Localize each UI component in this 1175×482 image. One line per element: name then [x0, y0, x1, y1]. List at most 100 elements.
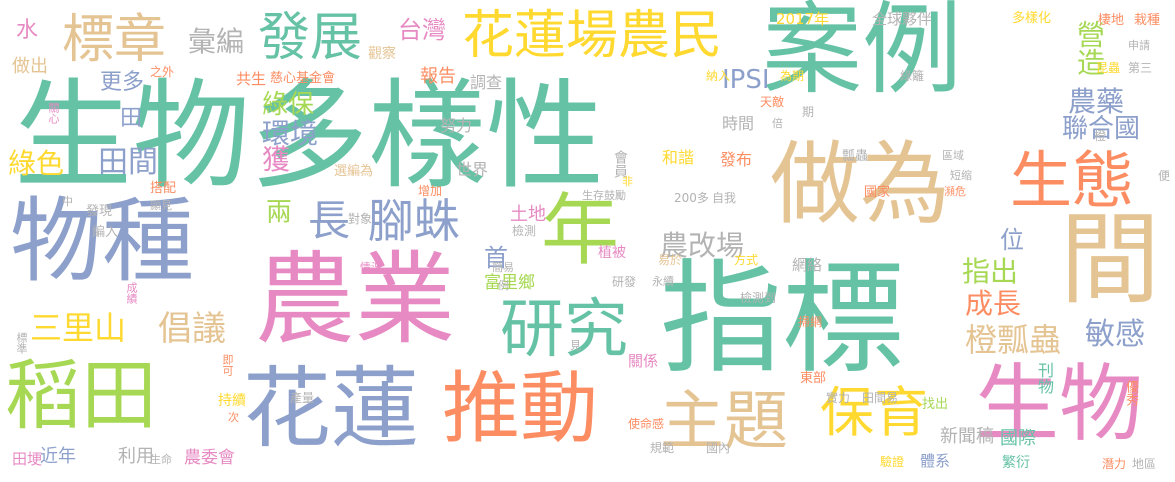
word-times: 倍 [772, 117, 783, 130]
word-200: 200多 [674, 191, 709, 205]
word-year: 年 [541, 186, 620, 276]
word-survival: 生存鼓勵 [582, 189, 626, 202]
word-standard: 標準 [15, 332, 28, 354]
word-rice-field: 田 [120, 106, 143, 131]
word-pesticide: 農藥 [1068, 85, 1125, 118]
word-time: 時間 [722, 114, 755, 133]
word-besides: 之外 [150, 65, 175, 79]
word-increase: 增加 [418, 184, 443, 198]
word-method: 方式 [734, 253, 759, 267]
word-relationship: 關係 [628, 352, 659, 370]
word-sustain: 永續 [652, 275, 674, 288]
word-fuli: 富里鄉 [484, 273, 535, 293]
word-member: 會員 [612, 150, 628, 178]
word-sweep-net: 掃網 [798, 315, 823, 329]
word-create: 營造 [1073, 20, 1106, 76]
word-report: 報告 [420, 66, 456, 87]
word-phase: 期 [802, 105, 815, 119]
word-find-out: 找出 [922, 397, 949, 412]
word-apply: 申請 [1128, 39, 1150, 52]
word-region: 區域 [942, 149, 964, 162]
word-include: 納入 [706, 69, 731, 83]
word-norms: 規範 [650, 441, 675, 455]
word-can: 即可 [221, 354, 234, 376]
word-coa: 農委會 [184, 448, 235, 468]
word-promote: 推動 [442, 364, 599, 454]
word-first: 首 [484, 244, 508, 272]
word-shorten: 短缩 [950, 169, 972, 182]
word-sanlishan: 三里山 [30, 309, 127, 347]
word-system: 體系 [920, 452, 951, 470]
word-reproduce: 繁衍 [1002, 455, 1030, 471]
word-land: 土地 [510, 204, 546, 225]
word-detected: 檢測到 [740, 291, 777, 305]
word-development: 發展 [258, 8, 363, 68]
word-natural-enemy: 天敵 [760, 95, 785, 109]
word-compile: 彙編 [188, 25, 245, 58]
word-habitat: 棲地 [1098, 13, 1125, 28]
word-time-count: 次 [228, 411, 239, 424]
word-ipsi: IPSI [722, 65, 770, 95]
word-endangered: 瀕危 [944, 185, 966, 198]
word-score: 成績 [125, 282, 138, 304]
word-field: 田間 [98, 145, 158, 180]
word-point-out: 指出 [962, 255, 1019, 288]
word-rnd: 研發 [612, 275, 637, 289]
word-east: 東部 [800, 371, 827, 386]
word-middle: 中 [62, 195, 73, 208]
word-example: 例 [498, 279, 509, 292]
word-press-release: 新聞稿 [940, 426, 994, 447]
word-hedge: 綠籬 [900, 69, 925, 83]
word-green-conservation: 綠保 [262, 90, 315, 120]
word-research-station: 農改場 [660, 229, 745, 262]
word-strength: 實力 [826, 391, 851, 405]
word-network: 網絡 [792, 256, 823, 274]
word-two: 兩 [266, 198, 293, 228]
word-made: 做出 [12, 56, 48, 77]
word-domestic: 國內 [706, 441, 731, 455]
word-taiwan: 台灣 [398, 16, 446, 44]
word-publish: 發布 [720, 150, 753, 169]
word-observe: 觀察 [368, 46, 396, 62]
word-foundation: 慈心基金會 [270, 71, 336, 86]
word-target: 對象 [348, 212, 373, 226]
word-life: 生命 [150, 453, 172, 466]
word-potential: 潛力 [1102, 457, 1127, 471]
word-long: 長 [308, 196, 351, 245]
word-nation: 國家 [864, 185, 891, 200]
word-2017: 2017年 [776, 10, 830, 28]
word-water: 水 [16, 18, 39, 43]
word-utilize: 利用 [118, 446, 154, 467]
word-combine: 搭配 [150, 181, 177, 196]
word-label: 標章 [62, 10, 167, 70]
word-insect: 昆蟲 [1096, 61, 1121, 75]
word-orange: 橙 [1094, 129, 1107, 143]
word-agriculture: 農業 [255, 241, 455, 358]
word-ecology: 生態 [1010, 144, 1135, 217]
word-global-partners: 全球夥伴 [872, 10, 933, 28]
word-journal: 刊物 [1035, 362, 1054, 394]
word-recent-years: 近年 [40, 446, 76, 467]
word-situation: 情況 [360, 261, 382, 274]
word-species: 物種 [10, 188, 195, 295]
word-un: 聯合國 [1062, 114, 1141, 144]
word-as: 做為 [770, 132, 950, 237]
word-continue: 持續 [218, 393, 246, 409]
word-growth: 成長 [965, 287, 1022, 320]
word-harmony: 和諧 [662, 148, 695, 167]
word-case: 案例 [762, 0, 962, 108]
word-verify: 驗證 [880, 455, 905, 469]
word-environment: 環境 [262, 117, 319, 150]
word-ladybird: 橙瓢蟲 [965, 321, 1062, 359]
word-selected: 選編為 [334, 164, 374, 179]
word-coccinellid: 瓢蟲 [842, 149, 869, 164]
word-third: 第三 [1128, 61, 1153, 75]
word-world: 世界 [456, 160, 489, 179]
word-non: 非 [622, 175, 633, 188]
word-paddy: 稻田 [5, 351, 157, 440]
word-conservation: 保育 [820, 381, 928, 444]
word-evident: 顯見 [150, 199, 172, 212]
word-area: 地區 [1132, 457, 1157, 471]
word-vegetation: 植被 [598, 245, 626, 261]
